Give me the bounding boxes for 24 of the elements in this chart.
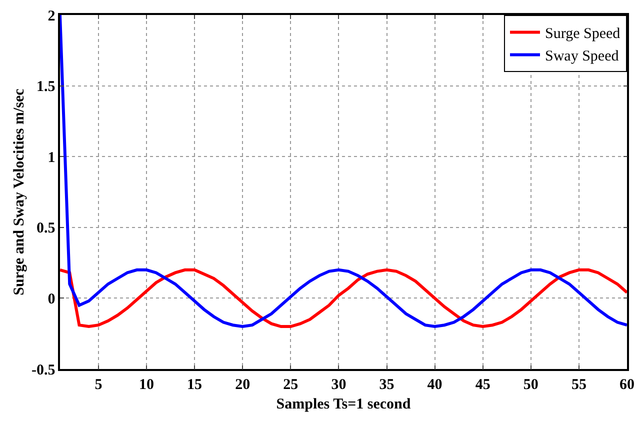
x-tick-label: 10	[138, 376, 154, 393]
x-tick-label: 45	[475, 376, 490, 393]
y-tick-label: 0.5	[36, 220, 56, 237]
line-series	[60, 15, 627, 328]
x-tick-label: 40	[427, 376, 442, 393]
y-tick-label: 0	[48, 291, 56, 308]
legend-label: Surge Speed	[545, 26, 621, 42]
y-tick-label: -0.5	[32, 362, 56, 378]
legend-label: Sway Speed	[545, 48, 620, 65]
x-axis-title: Samples Ts=1 second	[276, 396, 412, 412]
x-tick-label: 20	[235, 376, 250, 393]
x-tick-label: 30	[331, 376, 346, 393]
y-axis-title: Surge and Sway Velocities m/sec	[11, 88, 28, 296]
x-tick-label: 50	[523, 376, 538, 393]
x-tick-label: 5	[94, 376, 102, 393]
y-tick-label: 2	[48, 8, 56, 24]
x-tick-label: 25	[283, 376, 298, 393]
y-tick-label: 1	[48, 150, 56, 166]
x-tick-label: 60	[620, 376, 634, 393]
x-tick-label: 55	[571, 376, 586, 393]
x-tick-label: 35	[379, 376, 394, 393]
x-tick-label: 15	[187, 376, 202, 393]
line-series	[60, 268, 627, 328]
y-tick-label: 1.5	[36, 79, 56, 96]
